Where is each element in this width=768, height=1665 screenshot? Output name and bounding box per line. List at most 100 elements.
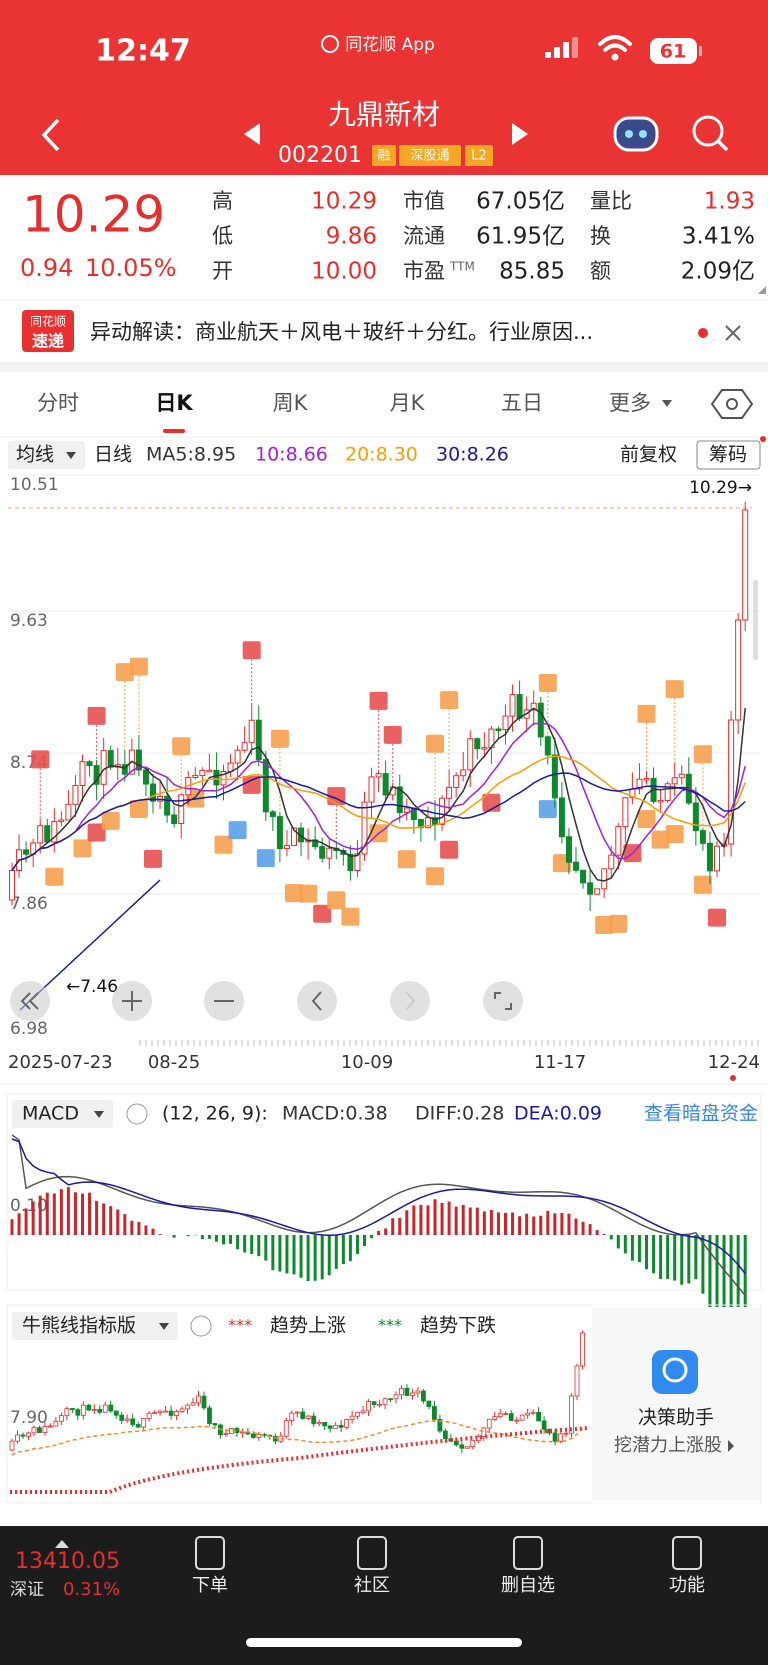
mini-body — [530, 1411, 536, 1414]
tag-bg — [465, 145, 493, 166]
stat-label: 量比 — [590, 189, 632, 213]
tab[interactable]: 日K — [155, 391, 193, 415]
chips-box[interactable] — [696, 440, 761, 470]
mini-body — [371, 1401, 377, 1405]
mini-body — [289, 1412, 295, 1422]
mini-body — [470, 1440, 476, 1448]
nav-icon[interactable] — [357, 1536, 387, 1570]
chart-control[interactable] — [390, 981, 430, 1021]
candle-body — [537, 702, 544, 738]
stat-value: 1.93 — [704, 189, 755, 215]
candle-body — [432, 817, 438, 825]
index-value[interactable]: 13410.05 — [15, 1549, 120, 1574]
bull-selector: 牛熊线指标版 — [22, 1315, 136, 1337]
candle-body — [347, 853, 354, 872]
date-label: 11-17 — [534, 1052, 586, 1073]
mini-body — [201, 1395, 207, 1409]
settings-dot — [726, 398, 738, 410]
candle-body — [460, 769, 467, 777]
adjust[interactable]: 前复权 — [620, 444, 677, 466]
mini-body — [163, 1410, 169, 1413]
dark-pool-link[interactable]: 查看暗盘资金 — [644, 1103, 758, 1125]
stat-value: 61.95亿 — [476, 224, 565, 250]
nav-label[interactable]: 功能 — [669, 1575, 705, 1596]
signal-bar — [545, 52, 551, 58]
news-logo — [22, 310, 74, 352]
candle-body — [354, 853, 361, 872]
legend-marker: *** — [228, 1316, 252, 1335]
chart-control[interactable] — [483, 981, 523, 1021]
candle-body — [594, 888, 601, 895]
nav-label[interactable]: 删自选 — [501, 1575, 555, 1596]
macd-selector-bg[interactable] — [12, 1100, 113, 1128]
back-button[interactable] — [41, 118, 60, 152]
candle-body — [37, 825, 44, 844]
stat-value: 9.86 — [326, 224, 377, 250]
tab[interactable]: 更多 — [609, 391, 651, 415]
news-close[interactable] — [725, 325, 741, 341]
candle-body — [467, 738, 474, 771]
mini-body — [196, 1395, 201, 1404]
mini-body — [558, 1433, 563, 1442]
candle-body — [164, 795, 171, 816]
tab[interactable]: 月K — [390, 391, 426, 415]
search-button[interactable] — [692, 115, 724, 147]
mini-body — [541, 1420, 547, 1430]
bull-selector-bg[interactable] — [12, 1312, 178, 1340]
mini-body — [525, 1412, 531, 1416]
next-stock[interactable] — [512, 123, 528, 145]
mini-body — [569, 1395, 574, 1434]
mini-body — [355, 1412, 361, 1417]
mini-body — [415, 1390, 421, 1394]
signal-tag — [327, 891, 346, 910]
help-q: (12, 26, 9): — [162, 1103, 268, 1125]
bull-line — [11, 1420, 584, 1456]
battery-tip — [699, 46, 702, 56]
tag: 深股通 — [410, 149, 449, 164]
legend-marker: *** — [378, 1316, 402, 1335]
signal-tag — [144, 849, 162, 868]
settings-button[interactable] — [710, 389, 754, 419]
mini-body — [37, 1427, 42, 1433]
nav-icon[interactable] — [195, 1536, 225, 1570]
legend-label: 趋势下跌 — [420, 1315, 496, 1337]
dea-line — [11, 1138, 746, 1275]
candle-body — [565, 836, 572, 863]
battery — [650, 38, 697, 64]
candle-body — [551, 754, 558, 799]
nav-icon[interactable] — [513, 1536, 543, 1570]
macd-ytick: 0.10 — [10, 1196, 48, 1216]
candle-body — [608, 854, 615, 870]
robot-head[interactable] — [613, 116, 659, 152]
ma-selector-bg[interactable] — [8, 441, 85, 469]
candle-body — [213, 769, 220, 786]
chart-control[interactable] — [297, 981, 337, 1021]
candle-body — [622, 797, 629, 828]
candle-body — [643, 778, 650, 781]
signal-tag — [651, 830, 670, 849]
signal-bar — [572, 37, 578, 58]
prev-stock[interactable] — [244, 123, 260, 145]
y-tick-label: 6.98 — [10, 1019, 48, 1039]
signal-tag — [45, 867, 64, 886]
ma-selector: 均线 — [16, 444, 54, 466]
mini-body — [333, 1424, 339, 1429]
nav-label[interactable]: 下单 — [192, 1575, 228, 1596]
nav-icon[interactable] — [672, 1536, 702, 1570]
tab[interactable]: 周K — [273, 391, 309, 415]
mini-body — [294, 1411, 300, 1414]
candle-body — [206, 769, 213, 773]
tab[interactable]: 分时 — [37, 391, 79, 415]
mini-body — [212, 1423, 218, 1426]
news-text[interactable]: 异动解读：商业航天＋风电＋玻纤＋分红。行业原因... — [90, 320, 593, 344]
tab-underline — [163, 429, 185, 433]
mini-body — [464, 1446, 470, 1449]
candle-body — [262, 759, 269, 813]
mini-body — [563, 1432, 569, 1435]
assistant-icon — [652, 1350, 698, 1394]
assistant-card[interactable] — [592, 1307, 760, 1501]
time: 12:47 — [95, 34, 191, 69]
tab[interactable]: 五日 — [501, 391, 543, 415]
nav-label[interactable]: 社区 — [354, 1575, 390, 1596]
